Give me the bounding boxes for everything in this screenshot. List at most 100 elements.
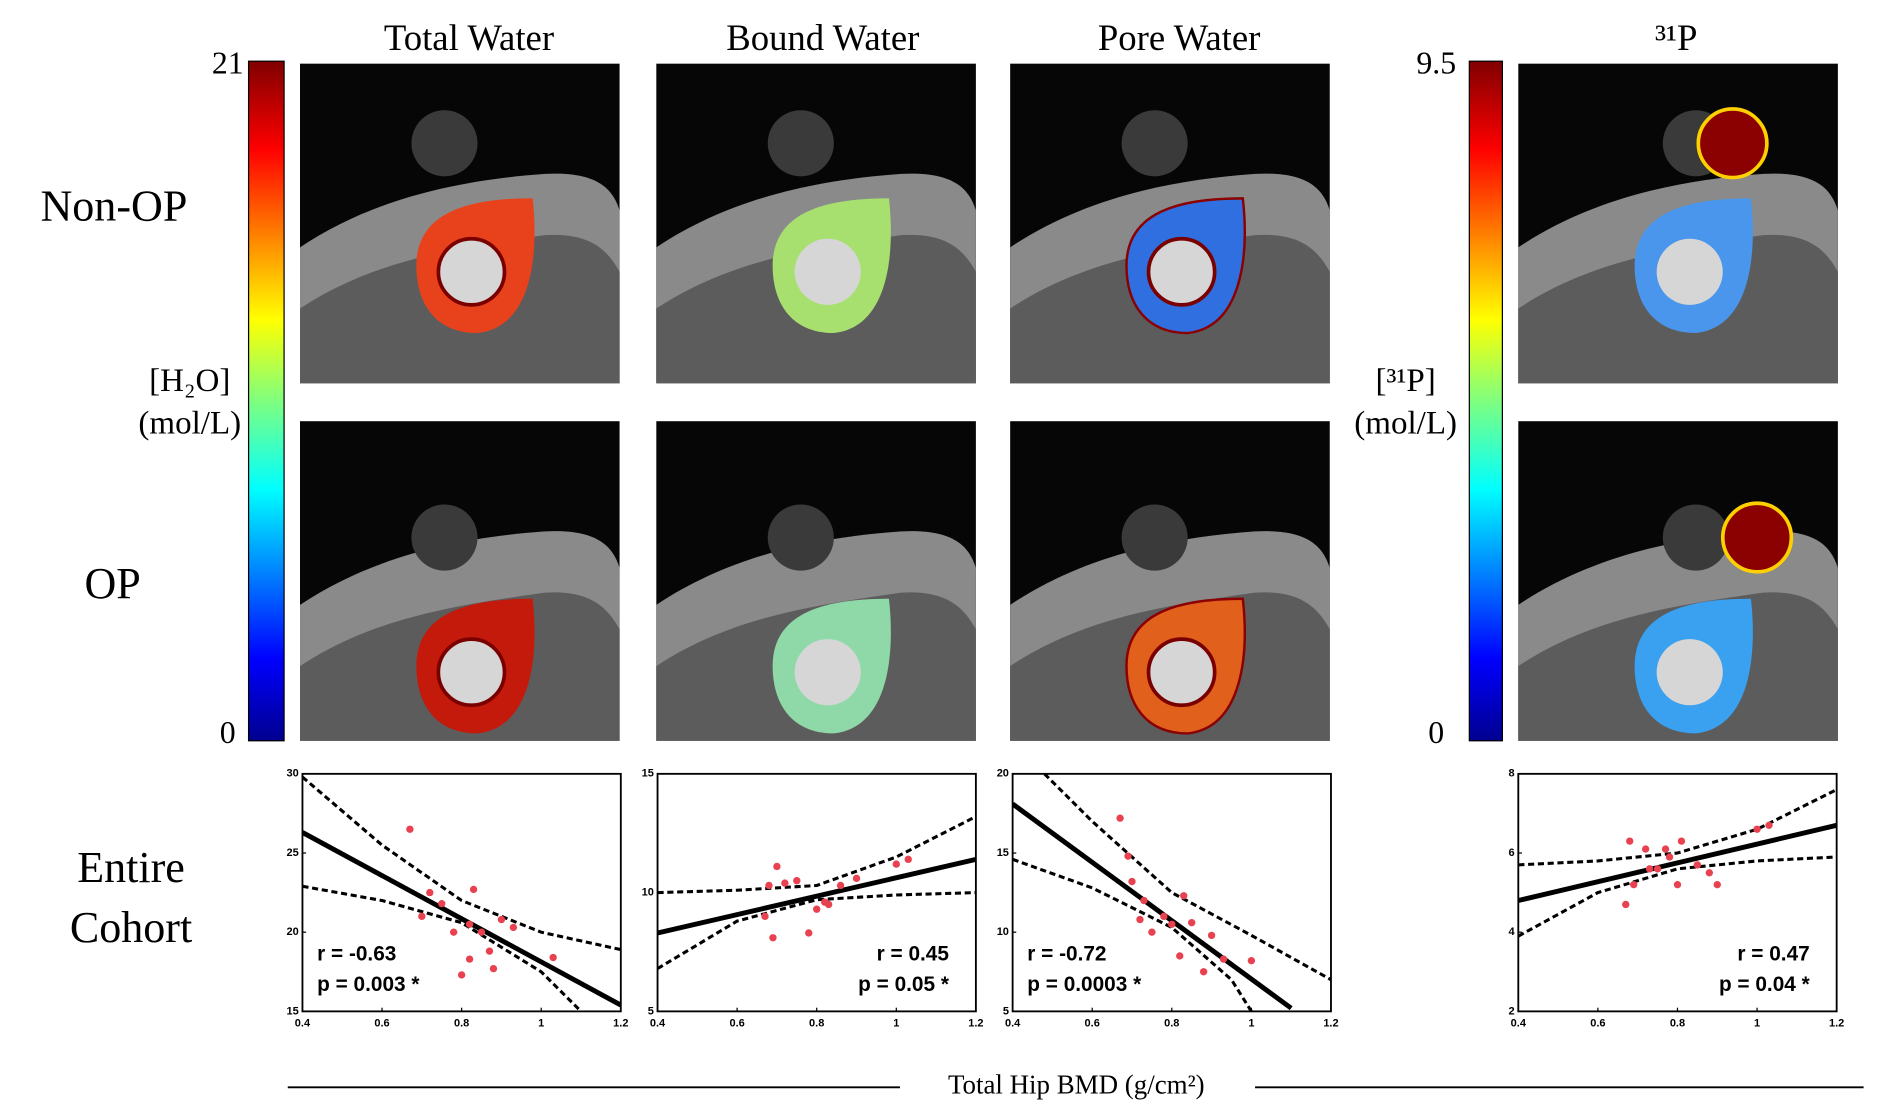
x-tick-label: 0.6 <box>1590 1018 1605 1030</box>
point <box>449 928 458 936</box>
mri-image <box>1010 63 1330 384</box>
phantom <box>411 110 478 177</box>
point <box>457 971 466 979</box>
point <box>1180 892 1188 900</box>
point <box>1673 881 1682 889</box>
y-tick-label: 30 <box>287 768 299 780</box>
y-tick-label: 5 <box>648 1005 654 1017</box>
point <box>1168 920 1176 928</box>
fit-line <box>1012 801 1293 1011</box>
point <box>1148 928 1156 936</box>
point <box>773 862 781 871</box>
annotation: p = 0.05 * <box>858 973 950 996</box>
point <box>1124 852 1132 860</box>
row-label: Cohort <box>70 903 192 952</box>
point <box>781 879 789 887</box>
mri-image <box>300 421 620 741</box>
plot-frame <box>1011 772 1332 1013</box>
point <box>1665 853 1674 861</box>
x-tick-label: 0.4 <box>295 1018 311 1030</box>
x-tick-label: 1 <box>1754 1018 1760 1030</box>
column-title: Total Water <box>384 17 554 58</box>
point <box>1188 919 1196 927</box>
point <box>509 923 518 932</box>
point <box>1677 837 1686 845</box>
x-tick-label: 1.2 <box>1323 1018 1338 1030</box>
point <box>1765 821 1773 829</box>
point <box>1176 952 1184 960</box>
x-tick-label: 1 <box>1248 1018 1254 1030</box>
y-tick-label: 10 <box>997 926 1009 938</box>
mri-image <box>656 63 976 384</box>
fit-line <box>1518 822 1837 903</box>
confidence-line <box>1012 857 1253 1012</box>
point <box>1713 881 1721 889</box>
point <box>1753 825 1761 833</box>
x-tick-label: 0.8 <box>454 1018 469 1030</box>
point <box>1160 912 1168 921</box>
point <box>1128 877 1136 886</box>
point <box>1219 955 1228 963</box>
point <box>1641 845 1650 853</box>
point <box>769 934 777 942</box>
point <box>1630 881 1638 889</box>
point <box>852 874 861 883</box>
lines <box>1518 788 1837 938</box>
point <box>418 912 426 921</box>
point <box>1653 865 1662 873</box>
colorbar-tick-label: 0 <box>220 715 236 750</box>
mri-image <box>656 421 976 741</box>
marrow <box>1656 238 1723 305</box>
point <box>1705 869 1713 877</box>
y-tick-label: 5 <box>1003 1005 1009 1017</box>
colorbar-tick-label: 0 <box>1428 715 1444 750</box>
y-tick-label: 15 <box>642 768 654 780</box>
point <box>1645 865 1654 873</box>
mri-image <box>300 63 620 384</box>
x-tick-label: 0.6 <box>1085 1018 1100 1030</box>
marrow <box>1146 236 1217 307</box>
point <box>438 900 446 908</box>
point <box>813 905 821 913</box>
x-tick-label: 0.8 <box>809 1018 824 1030</box>
colorbar-tick-label: 9.5 <box>1416 45 1456 80</box>
point <box>836 881 845 890</box>
annotation: r = 0.45 <box>877 943 949 966</box>
confidence-line <box>1518 788 1837 867</box>
x-tick-label: 0.6 <box>374 1018 389 1030</box>
y-tick-label: 6 <box>1509 847 1515 859</box>
y-tick-label: 8 <box>1509 768 1515 780</box>
plot-frame <box>656 772 977 1013</box>
phantom <box>767 504 834 571</box>
annotation: r = 0.47 <box>1737 943 1809 966</box>
confidence-line <box>657 891 976 970</box>
y-tick-label: 10 <box>642 887 654 899</box>
x-tick-label: 0.6 <box>729 1018 744 1030</box>
x-tick-label: 0.4 <box>1005 1018 1021 1030</box>
x-tick-label: 0.8 <box>1164 1018 1179 1030</box>
x-tick-label: 1.2 <box>1829 1018 1844 1030</box>
point <box>765 881 773 890</box>
annotation: p = 0.04 * <box>1719 973 1811 996</box>
y-tick-label: 2 <box>1509 1005 1515 1017</box>
point <box>1140 896 1148 905</box>
colorbar-label: [H₂O] <box>149 363 230 399</box>
lines <box>657 815 976 970</box>
y-tick-label: 15 <box>287 1005 299 1017</box>
point <box>805 929 813 937</box>
x-tick-label: 1 <box>893 1018 899 1030</box>
column-title: Pore Water <box>1098 17 1261 58</box>
point <box>1116 814 1124 822</box>
y-tick-label: 20 <box>287 926 299 938</box>
point <box>904 855 912 864</box>
point <box>465 920 474 928</box>
point <box>1199 968 1208 976</box>
point <box>892 860 900 868</box>
annotation: r = -0.63 <box>317 943 396 966</box>
point <box>1136 915 1144 924</box>
fit-line <box>302 830 621 1008</box>
point <box>824 900 833 909</box>
fit-line <box>657 856 976 936</box>
colorbar-label: (mol/L) <box>138 406 241 442</box>
x-tick-label: 0.4 <box>1511 1018 1527 1030</box>
